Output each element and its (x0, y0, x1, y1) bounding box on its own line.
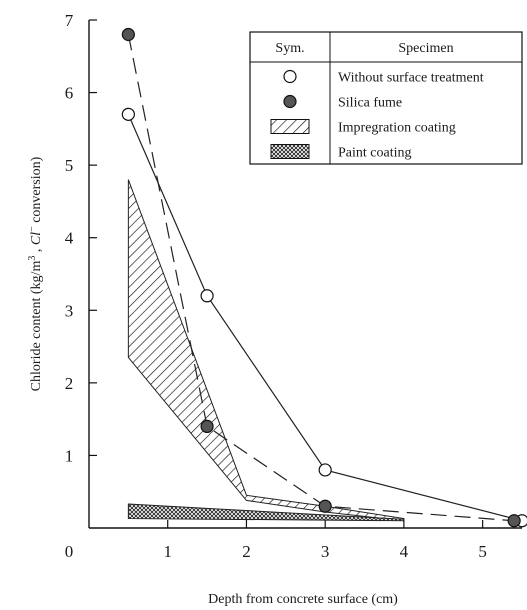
data-point-silica-fume (200, 419, 214, 433)
y-axis-title-part: conversion) (29, 156, 44, 226)
legend: Sym. Specimen Without surface treatment Sil… (249, 31, 523, 165)
legend-label: Without surface treatment (338, 71, 484, 86)
y-tick-label: 5 (65, 156, 74, 175)
data-point-without-treatment (121, 107, 135, 121)
x-tick-label: 5 (478, 542, 487, 561)
data-point-without-treatment (318, 463, 332, 477)
x-tick-label: 1 (163, 542, 172, 561)
y-tick-label: 7 (65, 11, 74, 30)
legend-label: Paint coating (338, 146, 412, 161)
legend-label: Silica fume (338, 96, 402, 111)
legend-label: Impregration coating (338, 121, 456, 136)
data-point-silica-fume (318, 499, 332, 513)
y-axis-title-part: 3 (27, 256, 38, 261)
series-line-1 (127, 34, 515, 522)
x-tick-label: 3 (321, 542, 330, 561)
y-tick-label: 1 (65, 446, 74, 465)
legend-hatch-icon (270, 119, 310, 134)
bands-layer (127, 179, 405, 522)
lines-layer (127, 34, 523, 522)
legend-header-sym: Sym. (275, 41, 304, 56)
y-axis-title-part: , (29, 245, 44, 256)
x-tick-label: 4 (400, 542, 409, 561)
x-tick-label: 0 (65, 542, 74, 561)
band-impregnation-coating (127, 179, 405, 522)
series-line-0 (127, 114, 523, 522)
y-tick-label: 3 (65, 301, 74, 320)
markers-layer (121, 27, 527, 528)
y-tick-label: 4 (65, 229, 74, 248)
x-tick-label: 2 (242, 542, 251, 561)
legend-filled-circle-icon (283, 94, 297, 109)
axes-layer: 0 1 2 3 4 5 1 2 3 4 5 6 7 Depth from concrete surface… (27, 11, 522, 607)
data-point-without-treatment (200, 289, 214, 303)
data-point-silica-fume (121, 27, 135, 42)
y-tick-label: 2 (65, 374, 74, 393)
y-axis-title-part: Cl (29, 232, 44, 245)
data-point-silica-fume (507, 514, 521, 528)
y-tick-label: 6 (65, 84, 74, 103)
x-axis-title: Depth from concrete surface (cm) (208, 592, 398, 607)
y-axis-title: Chloride content (kg/m3 , Cl− conversion… (27, 156, 45, 391)
legend-crosshatch-icon (270, 144, 310, 159)
legend-open-circle-icon (283, 69, 297, 84)
y-axis-title-part: Chloride content (kg/m (29, 261, 44, 392)
y-axis-title-part: − (27, 226, 38, 232)
legend-header-specimen: Specimen (398, 41, 453, 56)
